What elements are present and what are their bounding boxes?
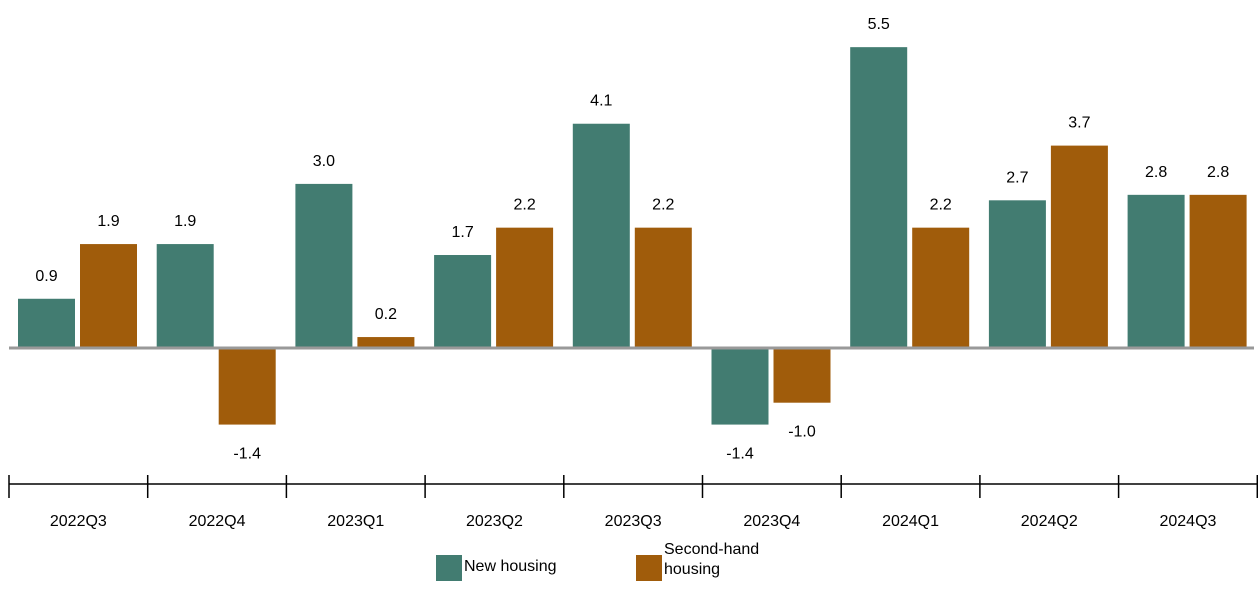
bar-new-housing-2023q1 <box>295 183 353 348</box>
bar-second-hand-housing-2024q1 <box>912 227 970 348</box>
bar-second-hand-housing-2023q4 <box>773 348 831 403</box>
bar-new-housing-2023q3 <box>572 123 630 348</box>
x-tick-label-2023q1: 2023Q1 <box>327 513 384 530</box>
legend: New housing Second-hand housing <box>0 540 1258 592</box>
legend-label-line-1: Second-hand <box>664 541 760 558</box>
x-tick-label-2024q1: 2024Q1 <box>882 513 939 530</box>
bar-second-hand-housing-2023q1 <box>357 337 415 348</box>
bar-new-housing-2024q3 <box>1127 194 1185 348</box>
data-label-second-hand-housing-2022q4: -1.4 <box>233 446 261 463</box>
x-tick-label-2024q3: 2024Q3 <box>1159 513 1216 530</box>
bar-new-housing-2022q4 <box>156 244 214 348</box>
data-label-new-housing-2022q4: 1.9 <box>174 213 196 230</box>
x-tick-label-2023q4: 2023Q4 <box>743 513 800 530</box>
bar-second-hand-housing-2024q2 <box>1050 145 1108 348</box>
bar-new-housing-2024q1 <box>850 47 908 349</box>
data-label-second-hand-housing-2023q4: -1.0 <box>788 424 816 441</box>
data-label-new-housing-2023q4: -1.4 <box>726 446 754 463</box>
bar-new-housing-2022q3 <box>18 298 75 348</box>
data-label-new-housing-2023q2: 1.7 <box>451 224 473 241</box>
bar-new-housing-2024q2 <box>988 200 1046 348</box>
data-label-second-hand-housing-2023q3: 2.2 <box>652 197 674 214</box>
legend-swatch-second-hand-housing <box>636 555 662 581</box>
data-label-second-hand-housing-2024q3: 2.8 <box>1207 164 1229 181</box>
legend-label-second-hand-housing: Second-hand housing <box>664 540 759 580</box>
data-label-new-housing-2023q3: 4.1 <box>590 93 612 110</box>
data-label-new-housing-2024q1: 5.5 <box>868 16 890 33</box>
bar-second-hand-housing-2024q3 <box>1189 194 1247 348</box>
bar-second-hand-housing-2023q3 <box>634 227 692 348</box>
legend-swatch-new-housing <box>436 555 462 581</box>
x-tick-label-2023q2: 2023Q2 <box>466 513 523 530</box>
x-tick-label-2022q3: 2022Q3 <box>50 513 107 530</box>
data-label-new-housing-2024q3: 2.8 <box>1145 164 1167 181</box>
data-label-new-housing-2024q2: 2.7 <box>1006 169 1028 186</box>
bar-second-hand-housing-2022q3 <box>80 244 137 348</box>
data-label-second-hand-housing-2024q2: 3.7 <box>1068 115 1090 132</box>
bar-second-hand-housing-2023q2 <box>496 227 554 348</box>
x-tick-label-2022q4: 2022Q4 <box>189 513 246 530</box>
legend-label-line-2: housing <box>664 561 721 578</box>
data-label-new-housing-2022q3: 0.9 <box>35 268 57 285</box>
legend-item-new-housing: New housing <box>436 540 557 581</box>
bar-new-housing-2023q4 <box>711 348 769 425</box>
bar-second-hand-housing-2022q4 <box>218 348 276 425</box>
x-tick-label-2024q2: 2024Q2 <box>1021 513 1078 530</box>
bar-chart: 0.9 1.9 3.0 1.7 4.1 -1.4 5.5 2.7 2.8 1.9 -1.4 0.2 2.… <box>8 16 1258 530</box>
legend-item-second-hand-housing: Second-hand housing <box>636 540 759 581</box>
data-label-second-hand-housing-2023q2: 2.2 <box>513 197 535 214</box>
legend-label-new-housing: New housing <box>464 558 557 575</box>
bar-new-housing-2023q2 <box>434 255 492 348</box>
data-label-new-housing-2023q1: 3.0 <box>313 153 335 170</box>
data-label-second-hand-housing-2023q1: 0.2 <box>375 306 397 323</box>
data-label-second-hand-housing-2024q1: 2.2 <box>930 197 952 214</box>
data-label-second-hand-housing-2022q3: 1.9 <box>97 213 119 230</box>
x-tick-label-2023q3: 2023Q3 <box>605 513 662 530</box>
